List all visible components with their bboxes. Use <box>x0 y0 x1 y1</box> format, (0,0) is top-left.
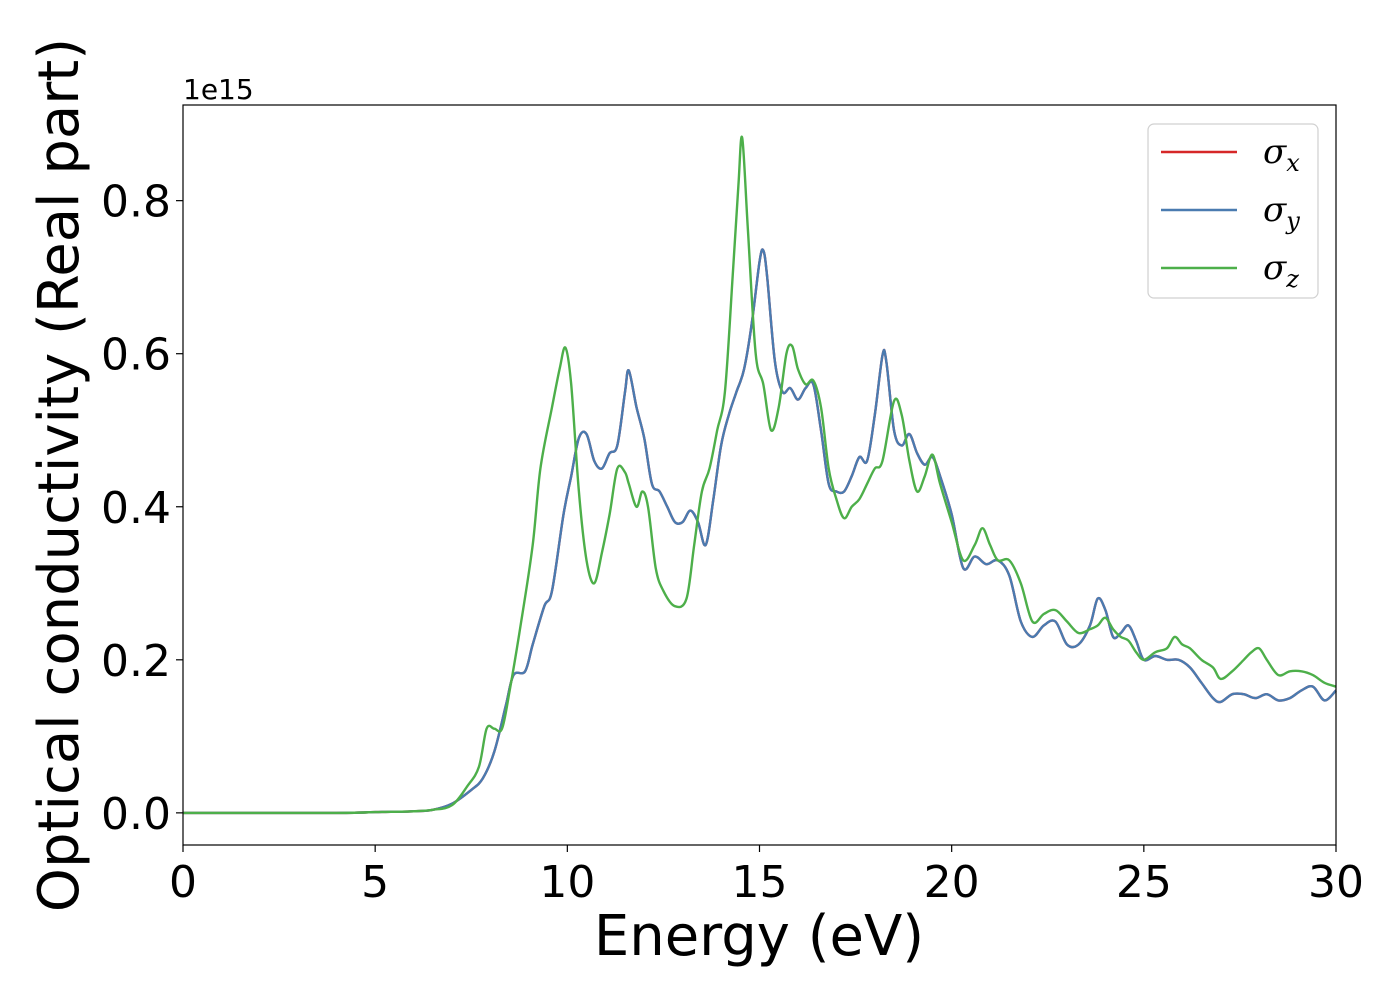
x-tick-label: 25 <box>1116 857 1172 908</box>
x-tick-label: 15 <box>732 857 788 908</box>
x-tick-label: 10 <box>539 857 595 908</box>
series-line-y <box>182 248 1337 815</box>
series-layer <box>182 135 1337 815</box>
plot-frame <box>182 104 1337 846</box>
y-tick-label: 0.2 <box>101 636 171 687</box>
y-tick-label: 0.0 <box>101 789 171 840</box>
x-tick-label: 20 <box>924 857 980 908</box>
y-offset-label: 1e15 <box>183 73 254 106</box>
legend-label-x: σx <box>1263 132 1300 177</box>
y-axis-title: Optical conductivity (Real part) <box>27 38 92 912</box>
x-axis-title: Energy (eV) <box>594 904 924 969</box>
x-tick-label: 5 <box>361 857 389 908</box>
y-tick-label: 0.6 <box>101 330 171 381</box>
series-line-z <box>182 135 1337 815</box>
x-tick-label: 30 <box>1308 857 1364 908</box>
y-tick-label: 0.8 <box>101 177 171 228</box>
y-tick-label: 0.4 <box>101 483 171 534</box>
plot-area <box>183 105 1336 845</box>
ticks-layer: 0 5 10 15 20 25 30 0.0 0.2 0.4 0.6 0.8 <box>101 177 1364 908</box>
x-tick-label: 0 <box>169 857 197 908</box>
